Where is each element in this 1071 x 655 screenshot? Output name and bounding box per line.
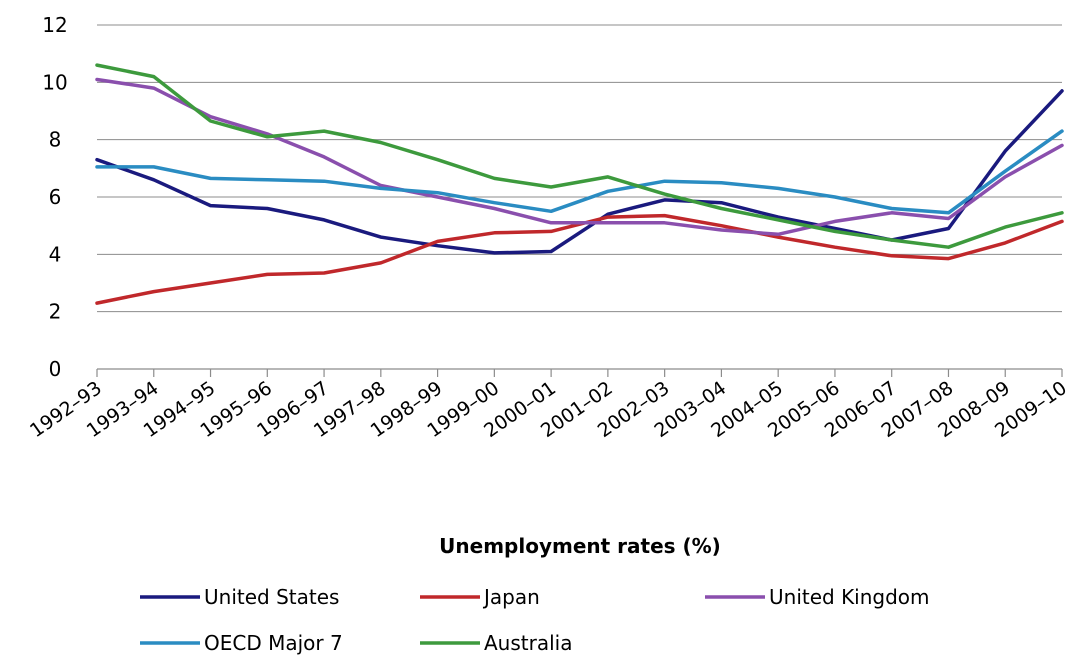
- legend-label-japan: Japan: [482, 585, 540, 609]
- series-lines: [95, 63, 1064, 305]
- y-tick-label: 10: [42, 70, 67, 94]
- series-line-united-kingdom: [95, 77, 1064, 237]
- series-line-australia: [95, 63, 1064, 249]
- y-tick-label: 0: [49, 357, 62, 381]
- y-axis-tick-labels: 0 2 4 6 8 10 12: [42, 13, 67, 381]
- legend-label-oecd-major-7: OECD Major 7: [204, 631, 343, 655]
- y-tick-label: 6: [49, 185, 62, 209]
- axes: [96, 368, 1063, 377]
- series-line-japan: [95, 213, 1064, 305]
- x-axis-title: Unemployment rates (%): [439, 534, 721, 558]
- y-tick-label: 8: [49, 128, 62, 152]
- y-tick-label: 12: [42, 13, 67, 37]
- x-axis-tick-labels: 1992–931993–941994–951995–961996–971997–…: [26, 377, 1071, 442]
- gridlines: [97, 24, 1062, 313]
- legend-label-australia: Australia: [484, 631, 572, 655]
- legend-label-united-states: United States: [204, 585, 339, 609]
- y-tick-label: 4: [49, 242, 62, 266]
- y-tick-label: 2: [49, 300, 62, 324]
- series-line-oecd-major-7: [95, 129, 1064, 215]
- legend-label-united-kingdom: United Kingdom: [769, 585, 930, 609]
- series-line-united-states: [95, 89, 1064, 255]
- legend: United States Japan United Kingdom OECD Maj…: [140, 585, 930, 655]
